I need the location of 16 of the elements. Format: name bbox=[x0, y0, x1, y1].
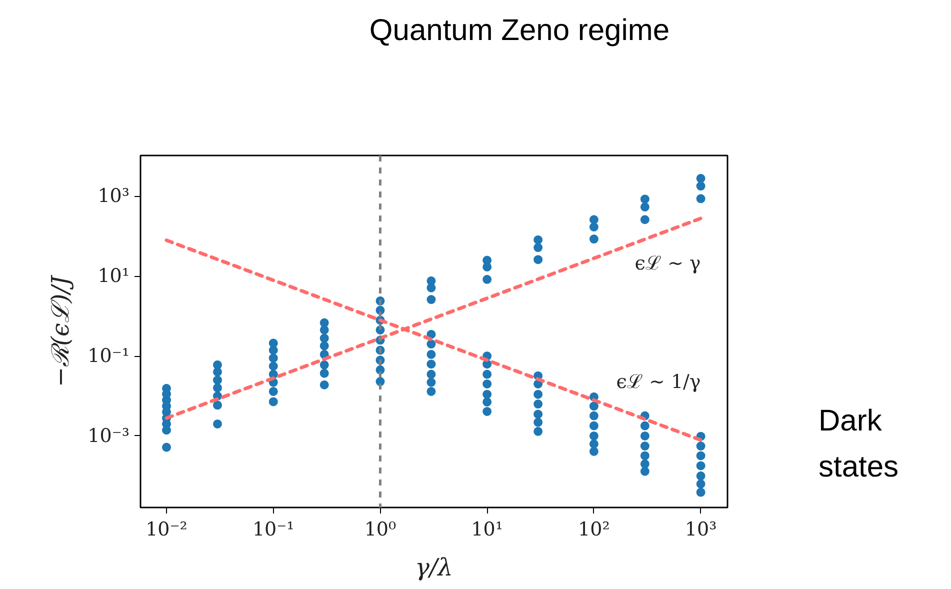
x-tick-label: 10² bbox=[578, 518, 610, 540]
y-tick-label: 10⁻³ bbox=[88, 424, 130, 447]
y-tick-label: 10¹ bbox=[98, 265, 130, 288]
series-label: ϵℒ ∼ γ bbox=[634, 252, 701, 274]
x-tick-label: 10¹ bbox=[471, 518, 503, 540]
y-tick-label: 10³ bbox=[98, 185, 130, 208]
x-tick-label: 10⁻¹ bbox=[252, 518, 294, 540]
x-tick-label: 10³ bbox=[684, 518, 717, 540]
text: Quantum Zeno regime bbox=[369, 14, 670, 47]
y-axis-title: −ℛ(ϵℒ)/J bbox=[46, 274, 75, 387]
text: Dark states bbox=[818, 404, 899, 484]
series-label: ϵℒ ∼ 1/γ bbox=[616, 371, 701, 394]
x-tick-label: 10⁻² bbox=[146, 518, 188, 540]
y-tick-label: 10⁻¹ bbox=[88, 345, 130, 368]
x-tick-label: 10⁰ bbox=[364, 518, 396, 540]
x-axis-title: γ/λ bbox=[415, 554, 453, 582]
